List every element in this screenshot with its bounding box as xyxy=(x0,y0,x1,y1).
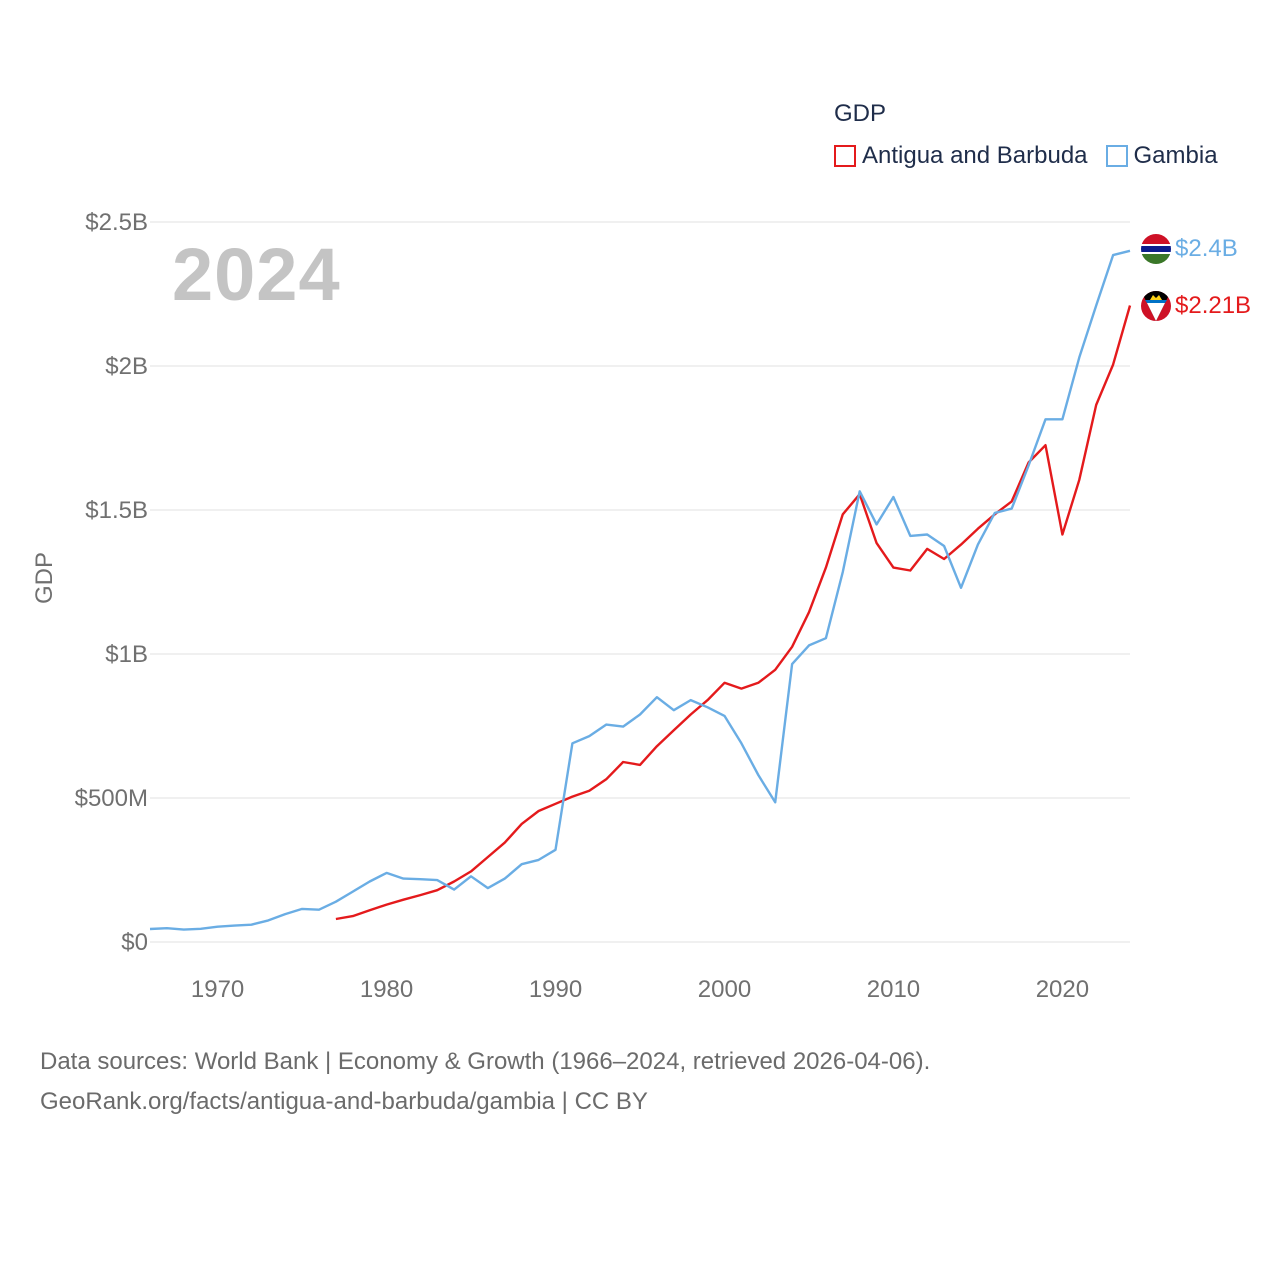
legend-label-antigua: Antigua and Barbuda xyxy=(862,142,1088,169)
legend-item-antigua[interactable]: Antigua and Barbuda xyxy=(834,142,1088,170)
legend-swatch-gambia xyxy=(1105,145,1128,167)
y-tick-label: $500M xyxy=(75,785,148,812)
gambia-flag-icon xyxy=(1141,234,1171,264)
y-tick-label: $1B xyxy=(105,641,148,668)
series-line-antigua[interactable] xyxy=(335,305,1132,921)
y-tick-label: $0 xyxy=(121,929,148,956)
x-tick-label: 2010 xyxy=(867,976,920,1003)
series-line-gambia[interactable] xyxy=(149,249,1131,931)
y-axis-ticks: $0 $500M $1B $1.5B $2B $2.5B xyxy=(75,209,148,956)
y-tick-label: $2.5B xyxy=(85,209,148,236)
y-axis-label: GDP xyxy=(31,552,58,604)
y-tick-label: $2B xyxy=(105,353,148,380)
year-watermark: 2024 xyxy=(172,233,341,316)
legend: Antigua and Barbuda Gambia xyxy=(834,142,1218,170)
x-tick-label: 1970 xyxy=(191,976,244,1003)
series-lines xyxy=(149,249,1132,931)
legend-label-gambia: Gambia xyxy=(1133,142,1218,169)
gambia-end-label: $2.4B xyxy=(1175,235,1238,262)
x-tick-label: 1980 xyxy=(360,976,413,1003)
legend-title: GDP xyxy=(834,100,887,127)
x-tick-label: 2000 xyxy=(698,976,751,1003)
antigua-end-label: $2.21B xyxy=(1175,292,1251,319)
antigua-flag-icon xyxy=(1141,291,1171,321)
x-axis-ticks: 1970 1980 1990 2000 2010 2020 xyxy=(191,976,1089,1003)
legend-item-gambia[interactable]: Gambia xyxy=(1105,142,1218,170)
gridlines xyxy=(150,221,1130,943)
footer: Data sources: World Bank | Economy & Gro… xyxy=(40,1042,930,1122)
y-tick-label: $1.5B xyxy=(85,497,148,524)
footer-link[interactable]: GeoRank.org/facts/antigua-and-barbuda/ga… xyxy=(40,1088,648,1115)
x-tick-label: 1990 xyxy=(529,976,582,1003)
end-markers xyxy=(1141,234,1171,321)
footer-source: Data sources: World Bank | Economy & Gro… xyxy=(40,1048,931,1075)
x-tick-label: 2020 xyxy=(1036,976,1089,1003)
legend-swatch-antigua xyxy=(834,145,856,167)
